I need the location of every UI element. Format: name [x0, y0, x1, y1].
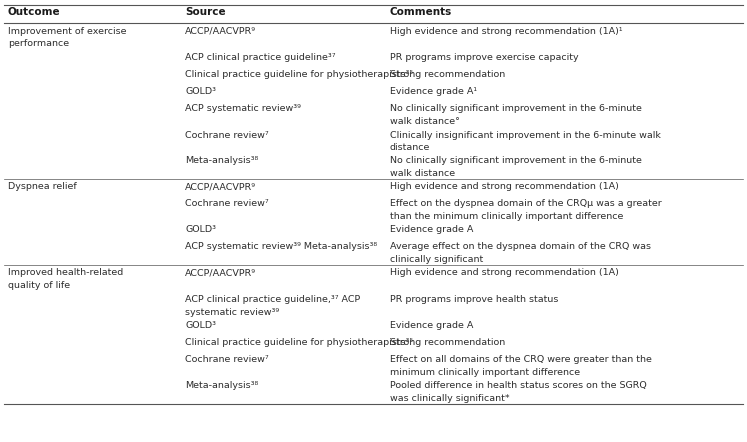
- Text: Strong recommendation: Strong recommendation: [390, 339, 505, 347]
- Text: Meta-analysis³⁸: Meta-analysis³⁸: [185, 156, 258, 165]
- Text: High evidence and strong recommendation (1A): High evidence and strong recommendation …: [390, 268, 619, 278]
- Text: GOLD³: GOLD³: [185, 321, 216, 331]
- Text: Dyspnea relief: Dyspnea relief: [8, 183, 77, 191]
- Text: Evidence grade A¹: Evidence grade A¹: [390, 88, 477, 96]
- Text: PR programs improve health status: PR programs improve health status: [390, 296, 558, 305]
- Text: GOLD³: GOLD³: [185, 88, 216, 96]
- Text: Strong recommendation: Strong recommendation: [390, 71, 505, 80]
- Text: ACP clinical practice guideline,³⁷ ACP
systematic review³⁹: ACP clinical practice guideline,³⁷ ACP s…: [185, 296, 360, 317]
- Text: PR programs improve exercise capacity: PR programs improve exercise capacity: [390, 53, 579, 62]
- Text: GOLD³: GOLD³: [185, 225, 216, 235]
- Text: ACP clinical practice guideline³⁷: ACP clinical practice guideline³⁷: [185, 53, 335, 62]
- Text: ACP systematic review³⁹: ACP systematic review³⁹: [185, 104, 301, 114]
- Text: Outcome: Outcome: [8, 7, 61, 17]
- Text: Clinical practice guideline for physiotherapists³⁵: Clinical practice guideline for physioth…: [185, 339, 413, 347]
- Text: No clinically significant improvement in the 6-minute
walk distance: No clinically significant improvement in…: [390, 156, 642, 178]
- Text: Comments: Comments: [390, 7, 452, 17]
- Text: Effect on all domains of the CRQ were greater than the
minimum clinically import: Effect on all domains of the CRQ were gr…: [390, 355, 652, 377]
- Text: Effect on the dyspnea domain of the CRQµ was a greater
than the minimum clinical: Effect on the dyspnea domain of the CRQµ…: [390, 199, 662, 221]
- Text: Meta-analysis³⁸: Meta-analysis³⁸: [185, 381, 258, 390]
- Text: Cochrane review⁷: Cochrane review⁷: [185, 130, 269, 140]
- Text: Pooled difference in health status scores on the SGRQ
was clinically significant: Pooled difference in health status score…: [390, 381, 647, 403]
- Text: Evidence grade A: Evidence grade A: [390, 321, 474, 331]
- Text: Clinical practice guideline for physiotherapists³⁵: Clinical practice guideline for physioth…: [185, 71, 413, 80]
- Text: ACCP/AACVPR⁹: ACCP/AACVPR⁹: [185, 183, 256, 191]
- Text: ACCP/AACVPR⁹: ACCP/AACVPR⁹: [185, 268, 256, 278]
- Text: High evidence and strong recommendation (1A)¹: High evidence and strong recommendation …: [390, 27, 623, 35]
- Text: High evidence and strong recommendation (1A): High evidence and strong recommendation …: [390, 183, 619, 191]
- Text: Improved health-related
quality of life: Improved health-related quality of life: [8, 268, 123, 290]
- Text: Evidence grade A: Evidence grade A: [390, 225, 474, 235]
- Text: Cochrane review⁷: Cochrane review⁷: [185, 355, 269, 365]
- Text: Source: Source: [185, 7, 226, 17]
- Text: ACP systematic review³⁹ Meta-analysis³⁸: ACP systematic review³⁹ Meta-analysis³⁸: [185, 243, 377, 251]
- Text: ACCP/AACVPR⁹: ACCP/AACVPR⁹: [185, 27, 256, 35]
- Text: Improvement of exercise
performance: Improvement of exercise performance: [8, 27, 126, 48]
- Text: Cochrane review⁷: Cochrane review⁷: [185, 199, 269, 209]
- Text: Average effect on the dyspnea domain of the CRQ was
clinically significant: Average effect on the dyspnea domain of …: [390, 243, 651, 264]
- Text: Clinically insignificant improvement in the 6-minute walk
distance: Clinically insignificant improvement in …: [390, 130, 661, 152]
- Text: No clinically significant improvement in the 6-minute
walk distance°: No clinically significant improvement in…: [390, 104, 642, 126]
